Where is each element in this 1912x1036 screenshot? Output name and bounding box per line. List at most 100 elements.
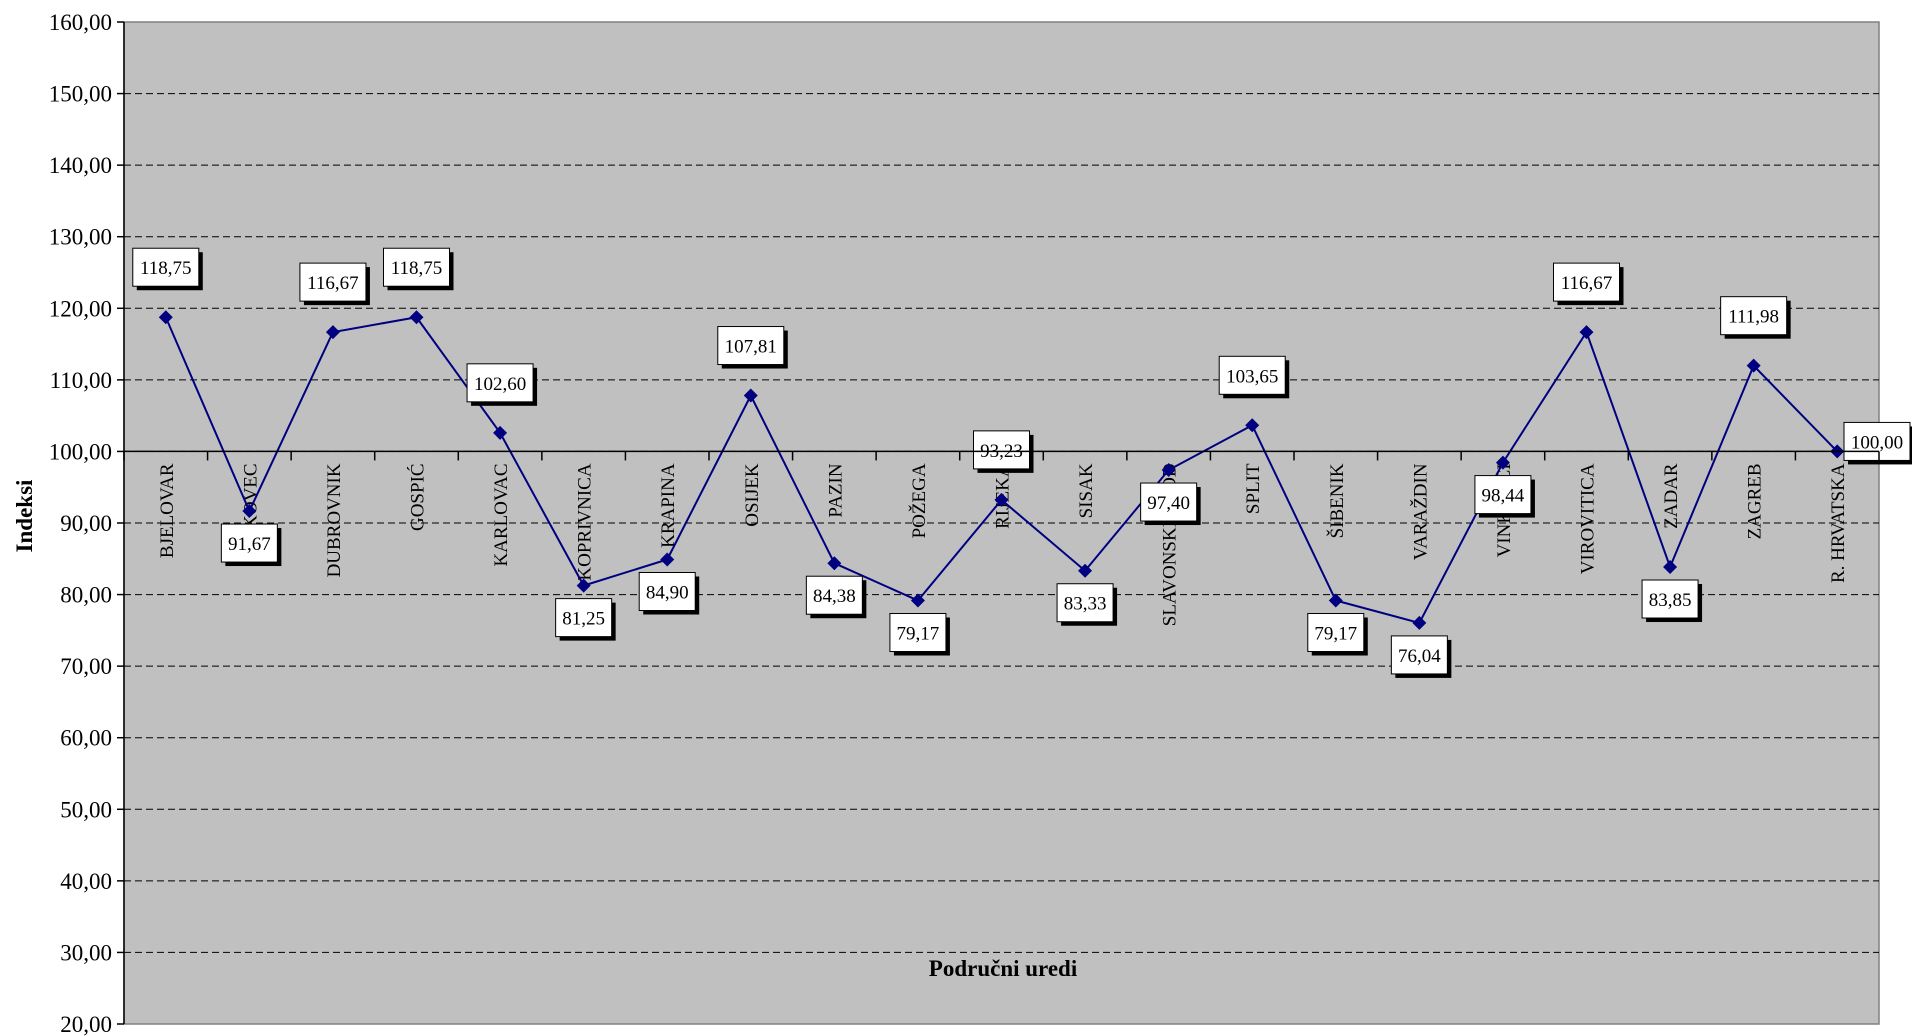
data-point: [827, 556, 842, 571]
data-label-box: [1641, 579, 1699, 619]
data-label: 116,67: [1553, 262, 1624, 306]
category-label: POŽEGA: [908, 463, 930, 538]
category-label: ŠIBENIK: [1326, 463, 1348, 538]
data-label-text: 102,60: [474, 374, 526, 395]
data-label: 116,67: [299, 262, 370, 306]
data-label: 100,00: [1843, 421, 1912, 465]
data-label: 79,17: [889, 613, 950, 656]
y-tick-label: 70,00: [60, 654, 112, 679]
data-label-text: 107,81: [725, 337, 777, 358]
data-label-text: 103,65: [1226, 366, 1278, 387]
data-point: [1245, 418, 1260, 433]
category-label: BJELOVAR: [157, 463, 178, 558]
y-tick-label: 100,00: [49, 439, 112, 464]
data-point: [158, 310, 173, 325]
data-label-box: [1720, 296, 1788, 336]
data-label: 103,65: [1218, 355, 1290, 399]
data-label-box: [1307, 613, 1365, 653]
data-label-text: 116,67: [307, 273, 359, 294]
data-point: [1495, 455, 1510, 470]
data-label-box: [638, 572, 696, 612]
data-label-box: [299, 262, 367, 302]
data-label-text: 79,17: [897, 624, 940, 645]
category-label: KOPRIVNICA: [575, 463, 596, 580]
data-label-text: 91,67: [228, 534, 271, 555]
category-label: KRAPINA: [658, 463, 679, 548]
data-label-text: 118,75: [140, 258, 192, 279]
y-tick-label: 120,00: [49, 296, 112, 321]
data-label-box: [132, 247, 200, 287]
data-point: [325, 325, 340, 340]
y-tick-label: 80,00: [60, 583, 112, 608]
category-label: PAZIN: [825, 463, 846, 517]
y-tick-label: 60,00: [60, 726, 112, 751]
data-label-text: 79,17: [1314, 624, 1357, 645]
data-point: [1328, 593, 1343, 608]
data-point: [493, 425, 508, 440]
y-tick-label: 90,00: [60, 511, 112, 536]
data-point: [1412, 615, 1427, 630]
category-label: VARAŽDIN: [1409, 463, 1431, 560]
data-label-text: 100,00: [1851, 432, 1903, 453]
category-label: DUBROVNIK: [324, 463, 345, 577]
data-point: [660, 552, 675, 567]
y-tick-label: 50,00: [60, 797, 112, 822]
data-label: 83,33: [1056, 583, 1118, 626]
y-tick-label: 110,00: [50, 368, 112, 393]
data-label-box: [973, 430, 1030, 470]
data-point: [994, 492, 1009, 507]
data-label: 102,60: [466, 363, 538, 406]
y-axis-title: Indeksi: [12, 479, 37, 552]
data-point: [1663, 560, 1678, 575]
data-label-text: 84,90: [646, 583, 689, 604]
data-label: 118,75: [383, 247, 454, 291]
data-label: 93,23: [973, 430, 1034, 473]
data-label-box: [1843, 421, 1911, 461]
data-label: 97,40: [1140, 482, 1201, 526]
category-label: OSIJEK: [742, 463, 763, 527]
data-label-text: 84,38: [813, 586, 856, 607]
data-label-box: [1474, 475, 1532, 515]
data-point: [1579, 325, 1594, 340]
data-point: [242, 504, 257, 519]
data-label-box: [717, 326, 785, 366]
data-label: 84,90: [638, 572, 700, 615]
data-label-box: [1553, 262, 1620, 302]
category-label: VIROVITICA: [1578, 463, 1599, 574]
data-label-text: 97,40: [1147, 493, 1190, 514]
y-tick-label: 160,00: [49, 10, 112, 35]
x-axis-title: Područni uredi: [929, 956, 1078, 981]
y-tick-label: 130,00: [49, 225, 112, 250]
data-label-text: 116,67: [1561, 273, 1613, 294]
data-label: 81,25: [555, 598, 616, 641]
data-label-box: [383, 247, 450, 287]
data-label-text: 76,04: [1398, 646, 1441, 667]
data-label-box: [805, 575, 863, 615]
data-label-box: [555, 598, 613, 638]
data-point: [910, 593, 925, 608]
y-tick-label: 140,00: [49, 153, 112, 178]
data-label: 98,44: [1474, 475, 1535, 518]
data-label-text: 83,33: [1064, 594, 1107, 615]
data-label-box: [1390, 635, 1448, 675]
data-point: [743, 388, 758, 403]
y-tick-label: 30,00: [60, 940, 112, 965]
data-label-text: 83,85: [1649, 590, 1692, 611]
y-tick-label: 40,00: [60, 869, 112, 894]
data-label: 84,38: [805, 575, 867, 619]
category-label: ZAGREB: [1745, 463, 1766, 539]
category-label: SISAK: [1076, 463, 1097, 518]
category-label: ZADAR: [1661, 463, 1682, 529]
data-label-text: 118,75: [391, 258, 443, 279]
data-label: 91,67: [220, 523, 282, 567]
data-point: [1746, 358, 1761, 373]
data-label-box: [220, 523, 278, 563]
data-point: [576, 578, 591, 593]
y-tick-label: 20,00: [60, 1012, 112, 1036]
data-label-box: [1056, 583, 1114, 623]
category-label: GOSPIĆ: [407, 463, 429, 531]
data-label-box: [466, 363, 534, 403]
data-label: 111,98: [1720, 296, 1791, 339]
data-label: 83,85: [1641, 579, 1703, 623]
